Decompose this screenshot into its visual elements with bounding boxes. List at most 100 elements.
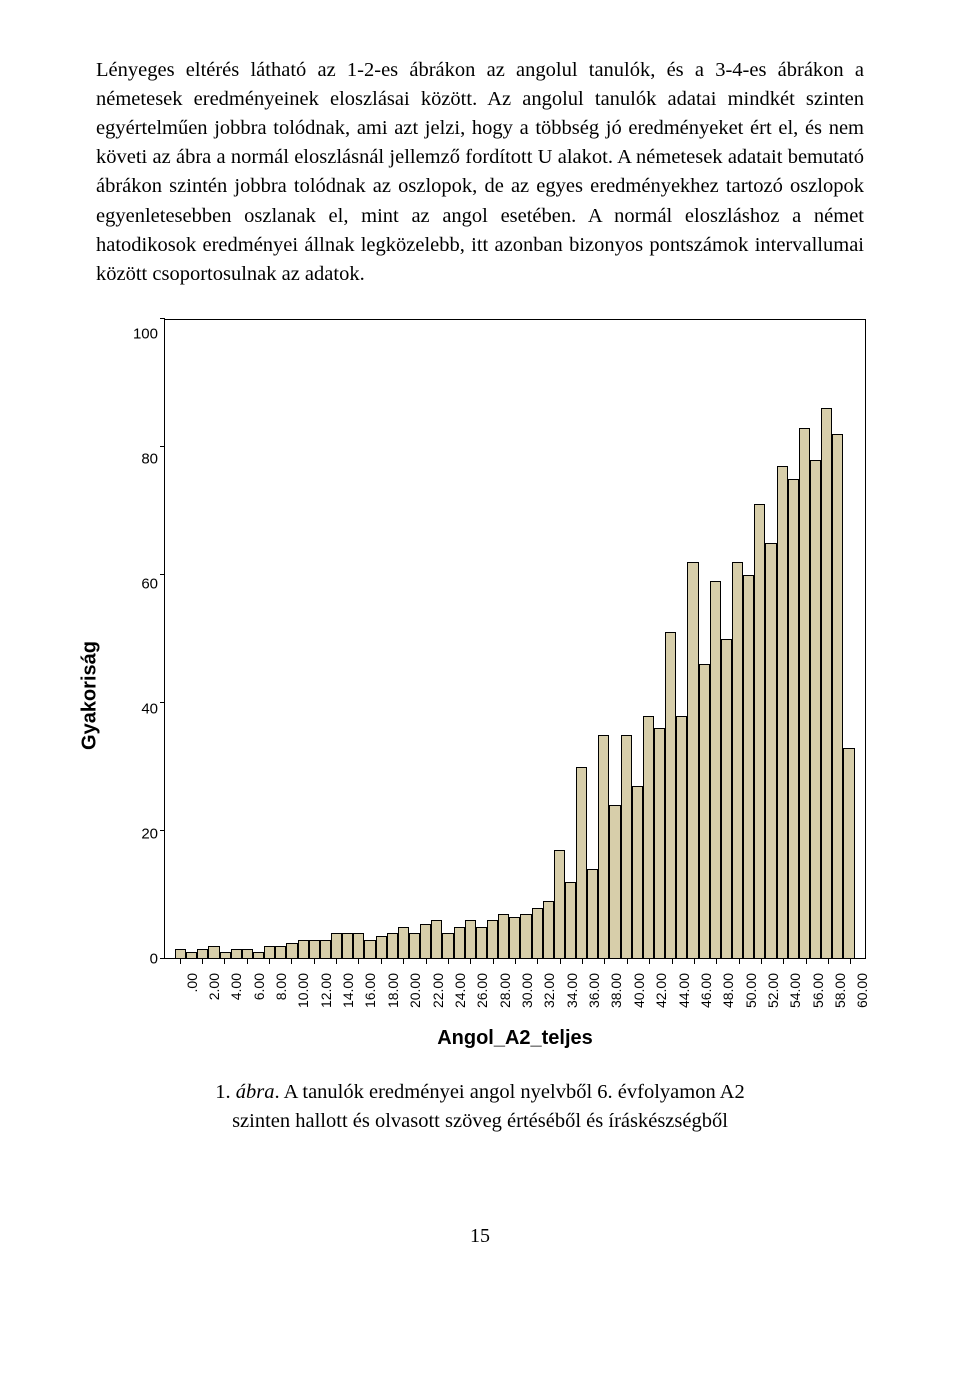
y-tick-label: 40 [141, 701, 158, 716]
bar [609, 805, 620, 959]
x-tick-mark [381, 959, 382, 964]
x-tick-label: 46.00 [698, 973, 714, 1008]
y-tick-mark [160, 574, 165, 575]
x-tick-mark [537, 959, 538, 964]
bar [687, 562, 698, 959]
y-tick-mark [160, 446, 165, 447]
y-tick-mark [160, 702, 165, 703]
x-tick-label: 56.00 [810, 973, 826, 1008]
x-tick-labels: .002.004.006.008.0010.0012.0014.0016.001… [164, 967, 866, 1023]
bar [799, 428, 810, 959]
bar [710, 581, 721, 959]
x-tick-mark [761, 959, 762, 964]
x-tick-label: .00 [184, 973, 200, 992]
x-tick-mark [358, 959, 359, 964]
bar [454, 927, 465, 959]
x-tick-mark [694, 959, 695, 964]
x-tick-label: 44.00 [676, 973, 692, 1008]
x-tick-mark [493, 959, 494, 964]
bar [743, 575, 754, 959]
bar [487, 920, 498, 958]
y-tick-label: 20 [141, 826, 158, 841]
x-tick-label: 22.00 [430, 973, 446, 1008]
bar [699, 664, 710, 958]
x-tick-mark [806, 959, 807, 964]
bar [353, 933, 364, 959]
x-tick-mark [470, 959, 471, 964]
bar [409, 933, 420, 959]
x-tick-label: 4.00 [228, 973, 244, 1000]
bar [598, 735, 609, 959]
x-tick-label: 38.00 [608, 973, 624, 1008]
x-tick-mark [604, 959, 605, 964]
bar [431, 920, 442, 958]
x-tick-label: 50.00 [743, 973, 759, 1008]
bar [398, 927, 409, 959]
bar [331, 933, 342, 959]
x-tick-label: 10.00 [295, 973, 311, 1008]
bar [387, 933, 398, 959]
page-number: 15 [96, 1225, 864, 1248]
bar [777, 466, 788, 959]
x-tick-label: 28.00 [497, 973, 513, 1008]
bars-container [175, 320, 855, 959]
bar [732, 562, 743, 959]
y-tick-label: 100 [133, 326, 158, 341]
histogram-chart: Gyakoriság 100806040200 .002.004.006.008… [96, 319, 866, 1050]
x-tick-mark [224, 959, 225, 964]
x-tick-mark [426, 959, 427, 964]
x-tick-label: 34.00 [564, 973, 580, 1008]
bar [676, 716, 687, 959]
x-tick-label: 40.00 [631, 973, 647, 1008]
x-tick-label: 16.00 [362, 973, 378, 1008]
x-tick-mark [336, 959, 337, 964]
x-tick-mark [716, 959, 717, 964]
bar [665, 632, 676, 958]
x-tick-label: 58.00 [832, 973, 848, 1008]
bar [843, 748, 854, 959]
x-tick-label: 52.00 [765, 973, 781, 1008]
x-tick-mark [247, 959, 248, 964]
x-tick-mark [180, 959, 181, 964]
y-tick-label: 60 [141, 576, 158, 591]
y-tick-mark [160, 830, 165, 831]
y-axis-label: Gyakoriság [79, 641, 102, 750]
x-tick-mark [314, 959, 315, 964]
bar [298, 940, 309, 959]
x-tick-mark [403, 959, 404, 964]
bar [654, 728, 665, 958]
x-tick-label: 20.00 [407, 973, 423, 1008]
plot-area [164, 319, 866, 959]
y-tick-labels: 100806040200 [124, 319, 164, 959]
bar [532, 908, 543, 959]
bar [810, 460, 821, 959]
x-tick-mark [850, 959, 851, 964]
figure-number: 1. [215, 1081, 230, 1103]
x-tick-mark [560, 959, 561, 964]
x-tick-label: 48.00 [720, 973, 736, 1008]
bar [420, 924, 431, 959]
bar [721, 639, 732, 959]
bar [286, 943, 297, 959]
bar [364, 940, 375, 959]
bar [643, 716, 654, 959]
x-tick-mark [515, 959, 516, 964]
x-tick-marks [164, 959, 866, 967]
x-axis-label: Angol_A2_teljes [164, 1027, 866, 1050]
bar [509, 917, 520, 959]
x-tick-label: 18.00 [385, 973, 401, 1008]
y-tick-label: 80 [141, 451, 158, 466]
bar [788, 479, 799, 959]
x-tick-label: 6.00 [251, 973, 267, 1000]
x-tick-label: 32.00 [541, 973, 557, 1008]
x-tick-label: 14.00 [340, 973, 356, 1008]
bar [309, 940, 320, 959]
bar [554, 850, 565, 959]
bar [442, 933, 453, 959]
x-tick-label: 42.00 [653, 973, 669, 1008]
x-tick-label: 36.00 [586, 973, 602, 1008]
bar [765, 543, 776, 959]
x-tick-label: 24.00 [452, 973, 468, 1008]
bar [832, 434, 843, 959]
figure-caption-text: . A tanulók eredményei angol nyelvből 6.… [232, 1081, 745, 1132]
